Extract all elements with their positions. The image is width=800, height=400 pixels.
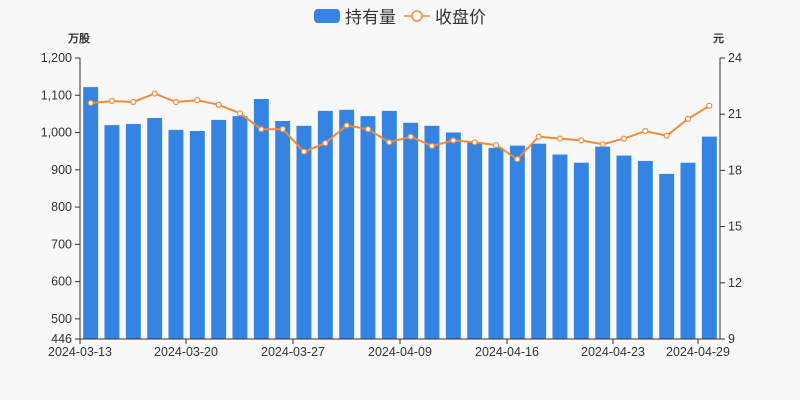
price-point[interactable]	[492, 142, 500, 149]
price-point[interactable]	[514, 156, 521, 163]
right-tick-label: 21	[728, 107, 742, 121]
price-point[interactable]	[556, 135, 564, 142]
left-tick-label: 1,200	[41, 51, 72, 65]
bar[interactable]	[125, 124, 141, 339]
price-point[interactable]	[578, 137, 585, 144]
price-point[interactable]	[706, 102, 713, 109]
price-point[interactable]	[535, 133, 542, 140]
bar[interactable]	[211, 119, 227, 340]
bar[interactable]	[275, 121, 291, 339]
price-point[interactable]	[407, 133, 414, 140]
legend-item-holdings[interactable]: 持有量	[314, 3, 396, 28]
price-point[interactable]	[279, 126, 286, 133]
bar[interactable]	[232, 116, 248, 339]
bar[interactable]	[381, 110, 397, 340]
left-tick-label: 1,000	[41, 126, 72, 140]
price-point[interactable]	[300, 148, 308, 155]
right-tick-label: 24	[728, 51, 742, 65]
left-tick-label: 600	[51, 275, 72, 289]
price-point[interactable]	[471, 139, 478, 146]
price-point[interactable]	[663, 132, 670, 139]
right-tick-label: 12	[728, 276, 742, 290]
bar[interactable]	[445, 132, 461, 340]
bar[interactable]	[296, 125, 312, 339]
bar[interactable]	[424, 125, 440, 339]
price-point[interactable]	[428, 142, 436, 150]
left-tick-label: 800	[51, 200, 72, 214]
bar[interactable]	[360, 116, 376, 339]
bar[interactable]	[168, 129, 184, 339]
right-tick-label: 15	[728, 220, 742, 234]
price-point[interactable]	[108, 97, 116, 105]
bar[interactable]	[701, 136, 717, 339]
legend-label-close-price: 收盘价	[435, 8, 486, 28]
left-tick-label: 700	[51, 237, 72, 251]
bar[interactable]	[189, 131, 205, 339]
price-point[interactable]	[194, 97, 201, 104]
bar[interactable]	[253, 99, 269, 339]
x-tick-label: 2024-03-13	[48, 345, 112, 359]
price-point[interactable]	[172, 98, 180, 106]
bar[interactable]	[616, 155, 632, 339]
price-point[interactable]	[343, 122, 350, 129]
bar[interactable]	[403, 122, 419, 339]
bar[interactable]	[147, 118, 163, 339]
price-point[interactable]	[258, 126, 265, 133]
bar[interactable]	[339, 109, 355, 339]
left-tick-label: 446	[51, 332, 72, 346]
left-tick-label: 900	[51, 163, 72, 177]
bar[interactable]	[531, 143, 547, 339]
price-point[interactable]	[364, 126, 372, 133]
right-axis-unit: 元	[713, 32, 724, 45]
bar[interactable]	[488, 147, 504, 339]
right-tick-label: 9	[728, 332, 735, 346]
price-point[interactable]	[450, 137, 457, 144]
price-point[interactable]	[322, 140, 329, 147]
price-point[interactable]	[642, 128, 649, 135]
bar[interactable]	[595, 146, 611, 339]
price-point[interactable]	[599, 141, 606, 148]
x-tick-label: 2024-04-16	[475, 345, 539, 359]
bar[interactable]	[467, 142, 483, 339]
x-tick-label: 2024-03-20	[154, 345, 218, 359]
x-tick-label: 2024-04-09	[368, 345, 432, 359]
price-point[interactable]	[215, 101, 222, 108]
bar[interactable]	[552, 154, 568, 340]
x-tick-label: 2024-04-23	[581, 345, 645, 359]
line-marker-swatch-icon	[404, 9, 430, 22]
bars-holdings	[83, 87, 717, 340]
bar[interactable]	[83, 87, 99, 339]
price-point[interactable]	[130, 98, 137, 106]
price-point[interactable]	[87, 99, 94, 107]
bar[interactable]	[680, 162, 696, 339]
close-price-line	[90, 92, 710, 161]
price-point[interactable]	[386, 139, 393, 146]
price-point[interactable]	[151, 90, 158, 97]
bar-swatch-icon	[314, 8, 340, 23]
bar[interactable]	[573, 162, 589, 339]
right-tick-label: 18	[728, 163, 742, 177]
bar[interactable]	[509, 145, 525, 339]
price-point[interactable]	[684, 115, 692, 123]
left-tick-label: 500	[51, 312, 72, 326]
left-axis-unit: 万股	[68, 32, 90, 45]
chart-legend: 持有量 收盘价	[0, 3, 800, 28]
bar[interactable]	[637, 160, 653, 339]
left-tick-label: 1,100	[41, 88, 72, 102]
legend-label-holdings: 持有量	[345, 8, 396, 28]
bar[interactable]	[659, 173, 675, 339]
bar[interactable]	[104, 125, 120, 339]
x-tick-label: 2024-03-27	[261, 345, 325, 359]
bar[interactable]	[317, 110, 333, 340]
price-point[interactable]	[236, 110, 244, 117]
price-point[interactable]	[620, 135, 628, 142]
x-tick-label: 2024-04-29	[666, 345, 730, 359]
legend-item-close-price[interactable]: 收盘价	[404, 3, 486, 28]
